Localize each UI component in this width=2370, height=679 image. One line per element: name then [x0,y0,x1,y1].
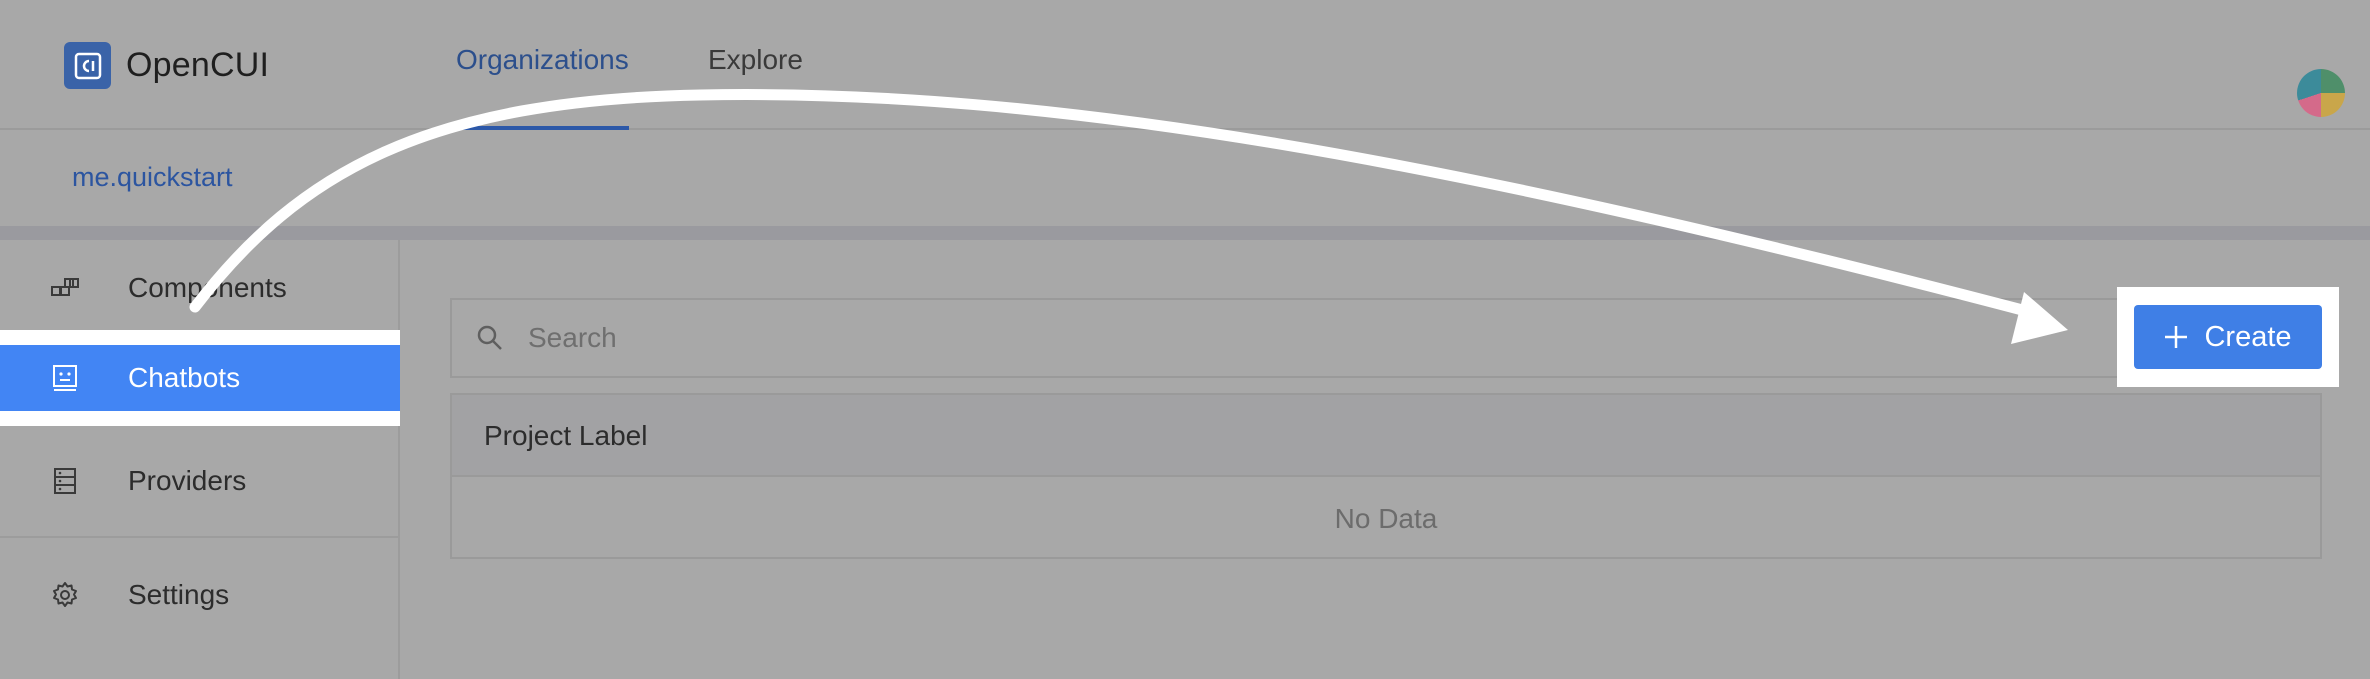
column-header-project-label: Project Label [484,420,648,451]
active-tab-indicator [456,126,629,130]
app-logo[interactable]: OpenCUI [64,42,269,89]
table-header: Project Label [452,395,2320,477]
sidebar-item-chatbots[interactable]: Chatbots [0,330,400,426]
sidebar-item-label: Chatbots [128,362,241,393]
components-icon [50,273,80,303]
search-box [450,298,2160,378]
sidebar-item-label: Components [128,272,287,303]
create-button[interactable]: Create [2134,305,2322,369]
tab-organizations[interactable]: Organizations [456,44,629,75]
breadcrumb-org-link[interactable]: me.quickstart [72,162,233,192]
providers-icon [50,466,80,496]
header-divider [0,226,2370,240]
sidebar-item-providers[interactable]: Providers [0,433,400,529]
sidebar-item-label: Settings [128,579,230,610]
sidebar-item-components[interactable]: Components [0,240,400,336]
plus-icon [2164,325,2188,349]
top-header: OpenCUI Organizations Explore [0,0,2370,130]
tab-explore[interactable]: Explore [708,44,803,75]
sidebar-item-settings[interactable]: Settings [0,547,400,643]
opencui-logo-icon [64,42,111,89]
search-icon [476,324,504,357]
sidebar-item-label: Providers [128,465,247,496]
gear-icon [50,580,80,610]
chatbot-icon [50,363,80,393]
sidebar: Components Chatbots Provid [0,240,400,679]
empty-state: No Data [1334,503,1438,534]
search-input[interactable] [528,314,2028,362]
breadcrumb: me.quickstart [0,132,2370,226]
create-button-label: Create [2204,320,2292,353]
sidebar-divider [0,536,400,538]
app-name: OpenCUI [126,46,270,84]
sidebar-active-background [0,345,400,411]
user-avatar[interactable] [2297,69,2345,117]
projects-table: Project Label No Data [450,393,2322,559]
